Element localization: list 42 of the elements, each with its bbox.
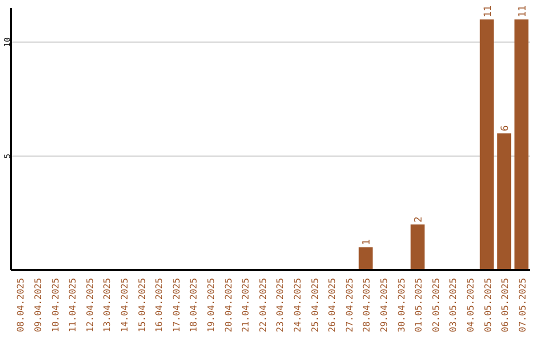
x-tick-label: 26.04.2025 <box>328 278 338 332</box>
y-tick-label: 10 <box>3 37 12 47</box>
bar <box>358 247 373 270</box>
x-tick-label: 04.05.2025 <box>466 278 476 332</box>
x-tick-label: 19.04.2025 <box>206 278 217 332</box>
data-label: 11 <box>517 5 528 18</box>
x-tick-label: 06.05.2025 <box>501 278 512 332</box>
x-tick-label: 30.04.2025 <box>397 278 408 332</box>
x-tick-label: 18.04.2025 <box>190 278 200 332</box>
x-tick-label: 15.04.2025 <box>138 278 148 332</box>
x-tick-label: 13.04.2025 <box>103 278 114 332</box>
x-tick-label: 07.05.2025 <box>518 278 528 332</box>
data-label: 11 <box>482 5 494 18</box>
x-tick-label: 22.04.2025 <box>258 278 269 332</box>
x-tick-label: 28.04.2025 <box>362 278 373 332</box>
x-tick-label: 11.04.2025 <box>68 278 79 332</box>
bar <box>514 19 528 270</box>
x-tick-label: 03.05.2025 <box>449 278 460 332</box>
x-tick-label: 23.04.2025 <box>276 278 286 332</box>
x-tick-label: 12.04.2025 <box>86 278 96 332</box>
bar <box>480 19 494 270</box>
x-tick-label: 09.04.2025 <box>34 278 44 332</box>
x-tick-label: 08.04.2025 <box>16 278 27 332</box>
x-tick-label: 02.05.2025 <box>432 278 442 332</box>
x-tick-label: 27.04.2025 <box>345 278 356 332</box>
bar <box>497 133 512 270</box>
x-tick-label: 14.04.2025 <box>120 278 130 332</box>
x-tick-label: 25.04.2025 <box>310 278 321 332</box>
x-tick-label: 24.04.2025 <box>293 278 304 332</box>
x-tick-label: 20.04.2025 <box>224 278 234 332</box>
y-tick-label: 5 <box>3 154 12 158</box>
x-tick-label: 10.04.2025 <box>51 278 62 332</box>
x-tick-label: 17.04.2025 <box>172 278 182 332</box>
x-tick-label: 05.05.2025 <box>484 278 494 332</box>
x-tick-label: 16.04.2025 <box>155 278 166 332</box>
data-label: 6 <box>500 125 512 132</box>
x-tick-label: 29.04.2025 <box>380 278 390 332</box>
data-label: 1 <box>362 239 373 246</box>
bar <box>410 224 425 270</box>
x-tick-label: 21.04.2025 <box>242 278 252 332</box>
x-tick-label: 01.05.2025 <box>414 278 425 332</box>
data-label: 2 <box>414 216 425 222</box>
